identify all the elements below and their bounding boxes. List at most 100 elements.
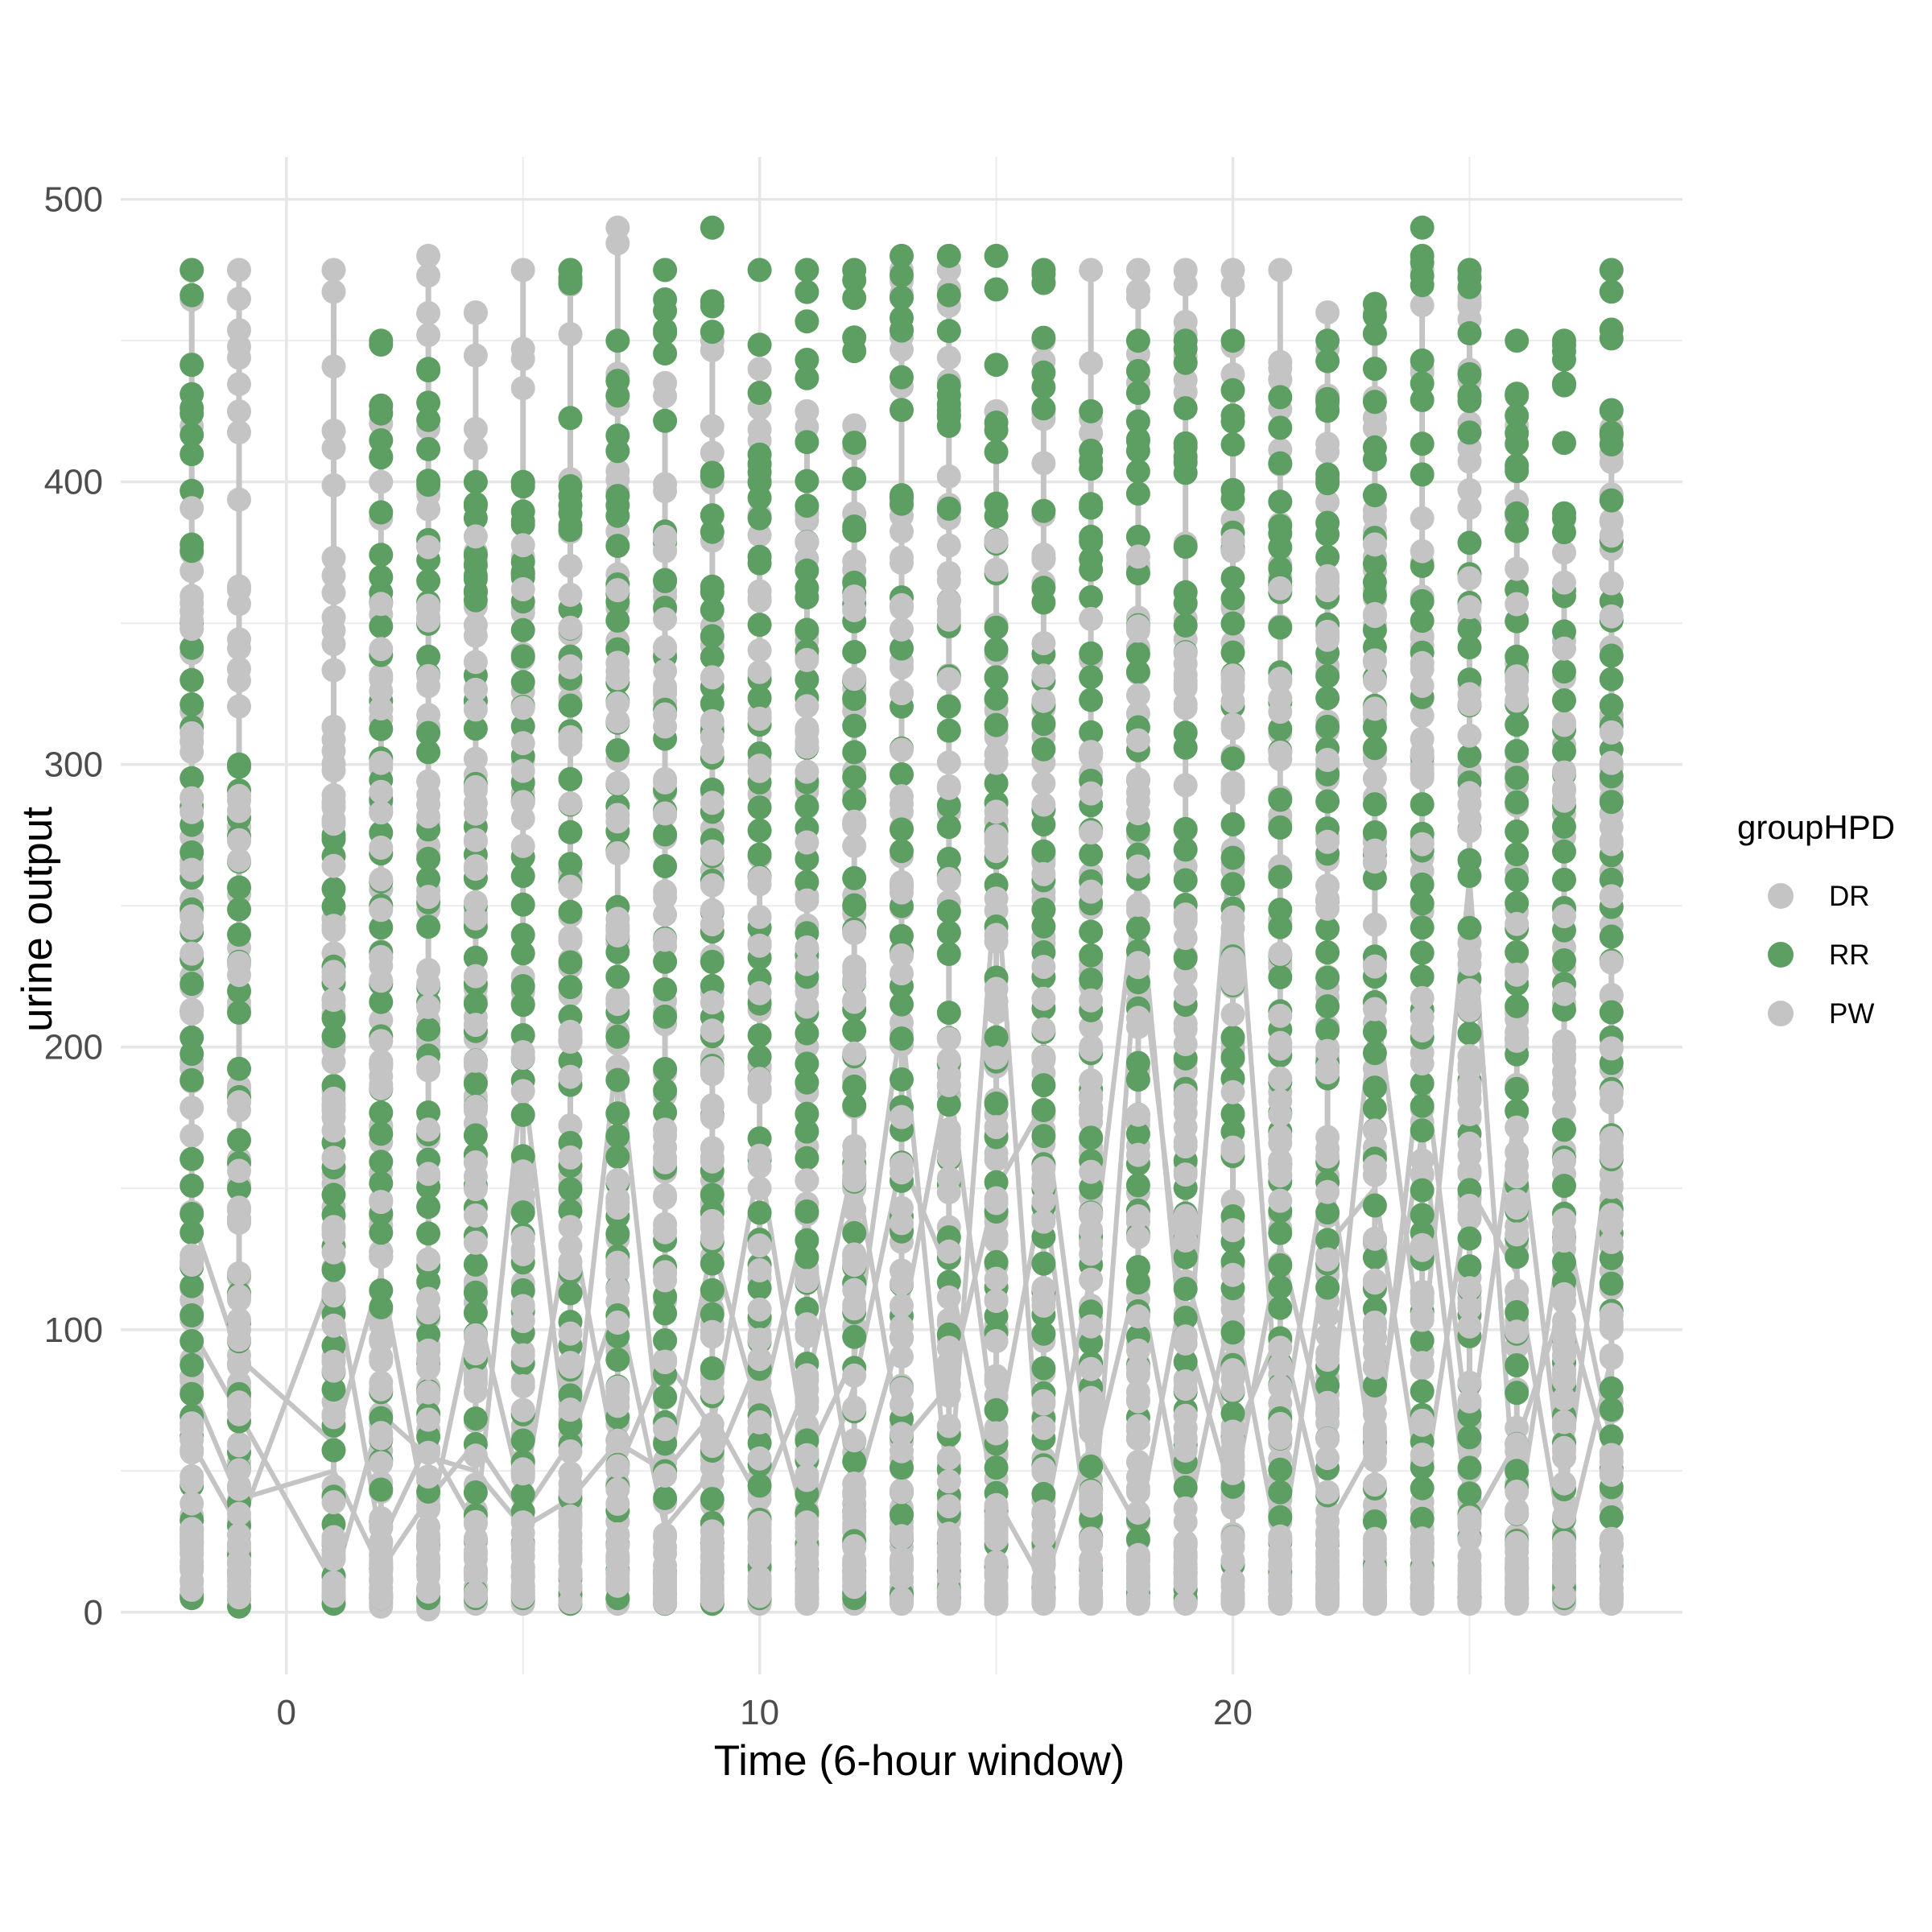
data-point bbox=[227, 1128, 251, 1153]
data-point bbox=[605, 650, 630, 675]
data-point bbox=[1031, 914, 1056, 939]
data-point bbox=[1079, 1331, 1104, 1356]
data-point bbox=[1599, 1302, 1624, 1327]
data-point bbox=[747, 686, 772, 711]
data-point bbox=[700, 873, 724, 898]
data-point bbox=[1031, 1124, 1056, 1149]
data-point bbox=[605, 990, 630, 1015]
data-point bbox=[747, 980, 772, 1005]
data-point bbox=[1505, 644, 1530, 669]
data-point bbox=[1410, 1178, 1435, 1203]
data-point bbox=[1505, 1381, 1530, 1406]
data-point bbox=[1173, 1162, 1198, 1187]
data-point bbox=[1315, 431, 1340, 456]
data-point bbox=[1173, 336, 1198, 361]
data-point bbox=[605, 1454, 630, 1479]
data-point bbox=[700, 645, 724, 670]
data-point bbox=[1362, 820, 1387, 844]
data-point bbox=[1505, 1459, 1530, 1484]
data-point bbox=[747, 933, 772, 958]
data-point bbox=[1173, 1571, 1198, 1596]
data-point bbox=[1031, 1156, 1056, 1181]
data-point bbox=[1457, 1370, 1482, 1395]
data-point bbox=[510, 1023, 535, 1047]
data-point bbox=[463, 1230, 488, 1255]
data-point bbox=[1031, 631, 1056, 655]
data-point bbox=[180, 1025, 204, 1050]
data-point bbox=[321, 632, 346, 657]
data-point bbox=[180, 635, 204, 660]
data-point bbox=[700, 841, 724, 866]
data-point bbox=[1552, 904, 1576, 929]
data-point bbox=[1079, 820, 1104, 845]
data-point bbox=[1268, 1412, 1293, 1436]
data-point bbox=[227, 420, 251, 444]
data-point bbox=[1552, 1344, 1576, 1368]
data-point bbox=[321, 354, 346, 379]
data-point bbox=[1599, 750, 1624, 775]
data-point bbox=[700, 1278, 724, 1302]
data-point bbox=[1079, 398, 1104, 423]
data-point bbox=[1315, 1373, 1340, 1397]
data-point bbox=[700, 503, 724, 528]
data-point bbox=[1410, 1018, 1435, 1042]
data-point bbox=[1410, 506, 1435, 530]
data-point bbox=[463, 716, 488, 741]
data-point bbox=[936, 533, 961, 558]
data-point bbox=[1599, 790, 1624, 815]
data-point bbox=[795, 1591, 819, 1616]
data-point bbox=[1268, 914, 1293, 939]
data-point bbox=[653, 658, 678, 683]
data-point bbox=[1315, 1038, 1340, 1063]
data-point bbox=[653, 607, 678, 632]
data-point bbox=[321, 727, 346, 752]
data-point bbox=[842, 1156, 867, 1181]
data-point bbox=[653, 1100, 678, 1125]
data-point bbox=[558, 322, 583, 346]
data-point bbox=[795, 847, 819, 872]
data-point bbox=[1125, 1142, 1150, 1167]
data-point bbox=[700, 665, 724, 690]
data-point bbox=[1031, 737, 1056, 762]
data-point bbox=[700, 1434, 724, 1459]
data-point bbox=[1599, 1376, 1624, 1401]
data-point bbox=[890, 1211, 914, 1236]
data-point bbox=[653, 1186, 678, 1210]
data-point bbox=[1031, 955, 1056, 980]
data-point bbox=[1410, 650, 1435, 675]
data-point bbox=[984, 1329, 1009, 1353]
data-point bbox=[1315, 664, 1340, 689]
data-point bbox=[463, 567, 488, 592]
data-point bbox=[321, 758, 346, 783]
data-point bbox=[1505, 382, 1530, 407]
data-point bbox=[1315, 1018, 1340, 1042]
data-point bbox=[1079, 456, 1104, 481]
data-point bbox=[1315, 1247, 1340, 1272]
data-point bbox=[1552, 570, 1576, 595]
data-point bbox=[1457, 595, 1482, 620]
data-point bbox=[605, 840, 630, 865]
data-point bbox=[1457, 1455, 1482, 1480]
data-point bbox=[558, 874, 583, 899]
y-tick-label: 300 bbox=[44, 745, 103, 785]
data-point bbox=[1173, 431, 1198, 456]
data-point bbox=[558, 1064, 583, 1089]
data-point bbox=[890, 1152, 914, 1177]
data-point bbox=[416, 1579, 441, 1604]
data-point bbox=[1031, 986, 1056, 1011]
data-point bbox=[1315, 1426, 1340, 1451]
data-point bbox=[369, 1548, 394, 1573]
data-point bbox=[1457, 1021, 1482, 1046]
data-point bbox=[1268, 368, 1293, 392]
data-point bbox=[1457, 1296, 1482, 1320]
data-point bbox=[180, 667, 204, 692]
data-point bbox=[463, 801, 488, 826]
data-point bbox=[369, 836, 394, 860]
data-point bbox=[890, 491, 914, 516]
data-point bbox=[558, 1397, 583, 1422]
data-point bbox=[558, 1559, 583, 1584]
data-point bbox=[1220, 1401, 1245, 1426]
data-point bbox=[416, 597, 441, 621]
data-point bbox=[653, 287, 678, 312]
data-point bbox=[605, 1492, 630, 1516]
